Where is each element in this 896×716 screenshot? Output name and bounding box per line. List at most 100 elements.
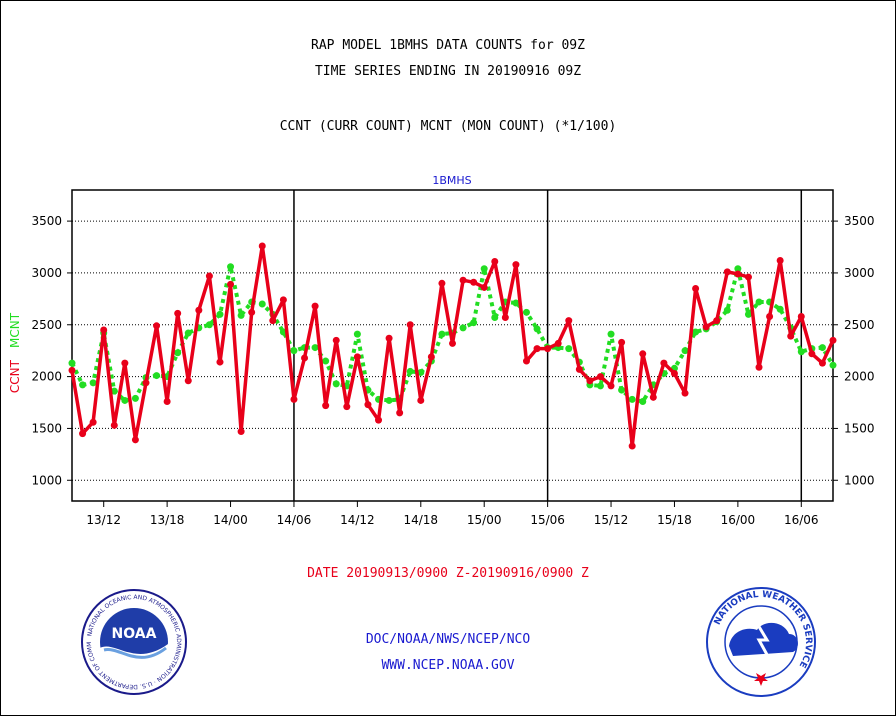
ccnt-point-28 xyxy=(364,401,372,409)
ccnt-point-20 xyxy=(279,296,287,304)
grid-lines xyxy=(72,220,833,481)
ccnt-point-14 xyxy=(216,358,224,366)
mcnt-point-54 xyxy=(639,397,647,405)
ccnt-point-15 xyxy=(227,280,235,288)
ytick-left-1500: 1500 xyxy=(31,421,62,435)
ccnt-point-23 xyxy=(311,302,319,310)
xtick-label-13-18: 13/18 xyxy=(150,513,185,527)
mcnt-point-33 xyxy=(417,368,425,376)
xtick-label-15-18: 15/18 xyxy=(657,513,692,527)
credit-org: DOC/NOAA/NWS/NCEP/NCO xyxy=(365,632,531,647)
mcnt-point-21 xyxy=(290,347,298,355)
mcnt-point-4 xyxy=(110,387,118,395)
ccnt-point-1 xyxy=(79,430,87,438)
ccnt-point-46 xyxy=(554,339,562,347)
ccnt-point-50 xyxy=(596,373,604,381)
xtick-label-13-12: 13/12 xyxy=(86,513,121,527)
ccnt-point-59 xyxy=(692,284,700,292)
ccnt-point-21 xyxy=(290,395,298,403)
ccnt-point-18 xyxy=(258,242,266,250)
mcnt-point-67 xyxy=(776,305,784,313)
ytick-left-3500: 3500 xyxy=(31,214,62,228)
ccnt-point-56 xyxy=(660,359,668,367)
mcnt-point-6 xyxy=(131,394,139,402)
ccnt-point-6 xyxy=(131,436,139,444)
ccnt-point-60 xyxy=(702,323,710,331)
ccnt-point-19 xyxy=(269,317,277,325)
mcnt-point-65 xyxy=(755,298,763,306)
mcnt-point-27 xyxy=(353,330,361,338)
xtick-label-16-00: 16/00 xyxy=(721,513,756,527)
ccnt-point-66 xyxy=(766,312,774,320)
noaa-logo: NATIONAL OCEANIC AND ATMOSPHERIC ADMINIS… xyxy=(80,588,187,695)
ccnt-point-37 xyxy=(459,276,467,284)
mcnt-point-2 xyxy=(89,379,97,387)
mcnt-point-18 xyxy=(258,300,266,308)
mcnt-point-32 xyxy=(406,367,414,375)
ytick-right-3000: 3000 xyxy=(844,266,875,280)
ccnt-point-4 xyxy=(110,421,118,429)
ccnt-point-7 xyxy=(142,379,150,387)
ccnt-point-42 xyxy=(512,261,520,269)
mcnt-point-16 xyxy=(237,311,245,319)
ccnt-series xyxy=(68,242,837,450)
ccnt-point-25 xyxy=(332,336,340,344)
ccnt-point-55 xyxy=(649,393,657,401)
mcnt-point-13 xyxy=(205,321,213,329)
mcnt-point-44 xyxy=(533,325,541,333)
mcnt-point-72 xyxy=(829,361,837,369)
ccnt-point-36 xyxy=(449,339,456,347)
ccnt-point-62 xyxy=(723,268,731,276)
ccnt-point-54 xyxy=(639,350,647,358)
mcnt-point-38 xyxy=(470,319,478,327)
xtick-label-14-00: 14/00 xyxy=(213,513,248,527)
mcnt-point-40 xyxy=(491,314,499,322)
mcnt-point-42 xyxy=(512,299,520,307)
mcnt-point-10 xyxy=(174,349,182,357)
ccnt-point-65 xyxy=(755,363,763,371)
ccnt-point-32 xyxy=(406,321,414,329)
ccnt-point-16 xyxy=(237,428,245,436)
axis-ticks: 1000 1000 1500 1500 2000 2000 2500 2500 3000 3000… xyxy=(31,214,874,527)
ccnt-point-26 xyxy=(343,403,351,411)
ytick-right-2500: 2500 xyxy=(844,318,875,332)
ylabel-mcnt: MCNT xyxy=(8,312,22,348)
ccnt-point-51 xyxy=(607,382,615,390)
ccnt-point-67 xyxy=(776,256,784,264)
plot-area xyxy=(71,189,834,502)
mcnt-point-51 xyxy=(607,330,615,338)
ccnt-point-71 xyxy=(818,359,826,367)
ytick-left-2500: 2500 xyxy=(31,318,62,332)
mcnt-point-59 xyxy=(692,328,700,336)
mcnt-point-62 xyxy=(723,306,731,314)
ccnt-point-33 xyxy=(417,396,425,404)
ytick-left-1000: 1000 xyxy=(31,473,62,487)
ccnt-point-34 xyxy=(427,353,435,361)
ccnt-point-11 xyxy=(184,377,192,385)
xtick-label-15-06: 15/06 xyxy=(530,513,565,527)
ccnt-point-40 xyxy=(491,258,499,266)
credit-url[interactable]: WWW.NCEP.NOAA.GOV xyxy=(381,658,515,673)
ytick-right-2000: 2000 xyxy=(844,370,875,384)
ccnt-point-70 xyxy=(808,350,816,358)
ylabel-ccnt: CCNT xyxy=(8,359,22,393)
ccnt-point-29 xyxy=(375,416,383,424)
ccnt-point-38 xyxy=(470,278,478,286)
ccnt-point-24 xyxy=(322,402,330,410)
mcnt-point-39 xyxy=(480,265,488,273)
mcnt-point-23 xyxy=(311,344,319,352)
ccnt-point-57 xyxy=(670,369,678,377)
ccnt-point-8 xyxy=(153,322,161,330)
ccnt-point-47 xyxy=(565,317,573,325)
ccnt-point-3 xyxy=(100,326,108,334)
mcnt-point-30 xyxy=(385,396,393,404)
ccnt-point-69 xyxy=(797,312,805,320)
mcnt-point-15 xyxy=(227,263,235,271)
mcnt-point-14 xyxy=(216,310,224,318)
mcnt-point-43 xyxy=(522,308,530,316)
mcnt-point-24 xyxy=(322,357,330,365)
ccnt-point-68 xyxy=(787,332,795,340)
ccnt-point-63 xyxy=(734,270,742,278)
mcnt-point-47 xyxy=(565,345,573,353)
